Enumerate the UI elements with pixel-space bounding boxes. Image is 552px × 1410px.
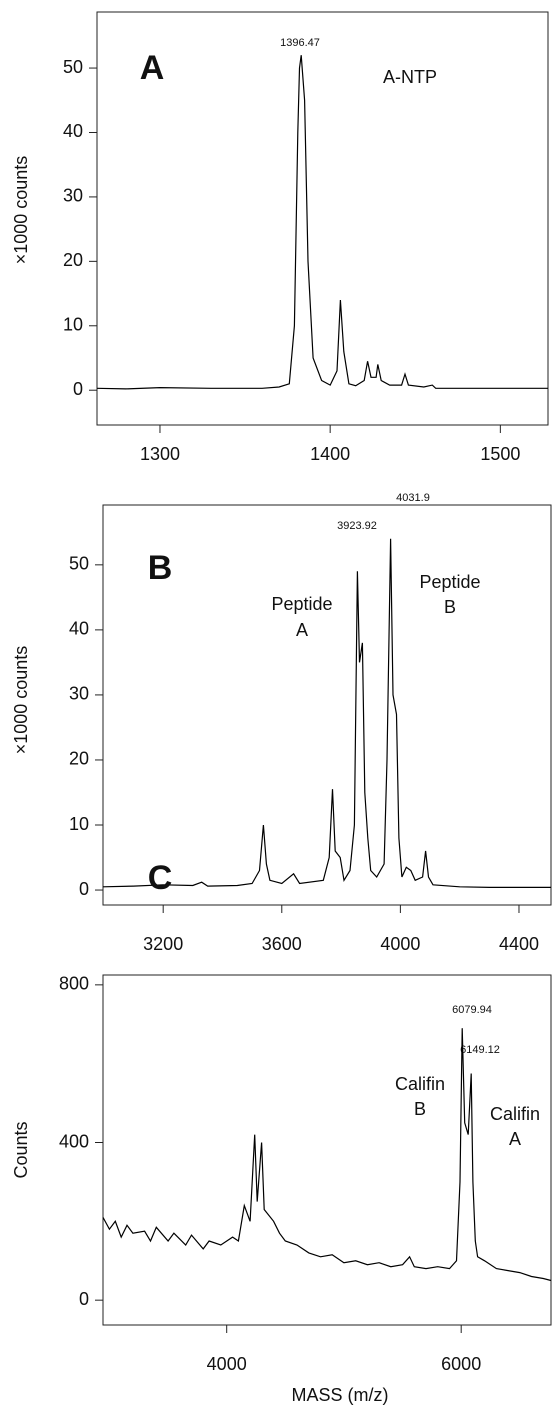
- y-tick-label: 40: [69, 619, 89, 639]
- panel-letter: A: [140, 49, 165, 87]
- spectrum-line: [102, 538, 551, 888]
- annotation: 6149.12: [460, 1044, 500, 1056]
- y-tick-label: 10: [63, 315, 83, 335]
- x-tick-label: 4000: [207, 1354, 247, 1374]
- x-tick-label: 3600: [262, 934, 302, 954]
- y-axis-label: ×1000 counts: [11, 646, 31, 755]
- spectrum-line: [96, 55, 548, 390]
- x-tick-label: 1400: [310, 444, 350, 464]
- annotation: Peptide: [419, 572, 480, 592]
- y-tick-label: 30: [63, 186, 83, 206]
- panel-letter: C: [148, 859, 173, 897]
- y-tick-label: 20: [69, 749, 89, 769]
- y-tick-label: 0: [73, 379, 83, 399]
- x-tick-label: 4000: [380, 934, 420, 954]
- y-tick-label: 0: [79, 879, 89, 899]
- annotation: 6079.94: [452, 1004, 492, 1016]
- y-tick-label: 40: [63, 121, 83, 141]
- annotation: B: [444, 597, 456, 617]
- y-tick-label: 50: [69, 554, 89, 574]
- spectrum-line: [102, 1028, 552, 1282]
- annotation: A-NTP: [383, 67, 437, 87]
- plot-frame: [96, 11, 549, 426]
- annotation: A: [509, 1129, 521, 1149]
- y-tick-label: 800: [59, 974, 89, 994]
- x-tick-label: 6000: [441, 1354, 481, 1374]
- annotation: 4031.9: [396, 492, 430, 504]
- y-tick-label: 30: [69, 684, 89, 704]
- y-axis-label: ×1000 counts: [11, 156, 31, 265]
- x-tick-label: 4400: [499, 934, 539, 954]
- plot-frame: [102, 504, 552, 906]
- annotation: 1396.47: [280, 37, 320, 49]
- annotation: Califin: [395, 1074, 445, 1094]
- x-tick-label: 1300: [140, 444, 180, 464]
- annotation: Peptide: [271, 594, 332, 614]
- x-axis-label: MASS (m/z): [292, 1385, 389, 1405]
- x-tick-label: 3200: [143, 934, 183, 954]
- y-tick-label: 20: [63, 250, 83, 270]
- y-axis-label: Counts: [11, 1121, 31, 1178]
- annotation: Califin: [490, 1104, 540, 1124]
- panel-letter: B: [148, 549, 173, 587]
- plot-frame: [102, 974, 552, 1326]
- annotation: A: [296, 620, 308, 640]
- y-tick-label: 10: [69, 814, 89, 834]
- y-tick-label: 50: [63, 57, 83, 77]
- annotation: 3923.92: [337, 520, 377, 532]
- y-tick-label: 0: [79, 1289, 89, 1309]
- y-tick-label: 400: [59, 1131, 89, 1151]
- annotation: B: [414, 1099, 426, 1119]
- x-tick-label: 1500: [480, 444, 520, 464]
